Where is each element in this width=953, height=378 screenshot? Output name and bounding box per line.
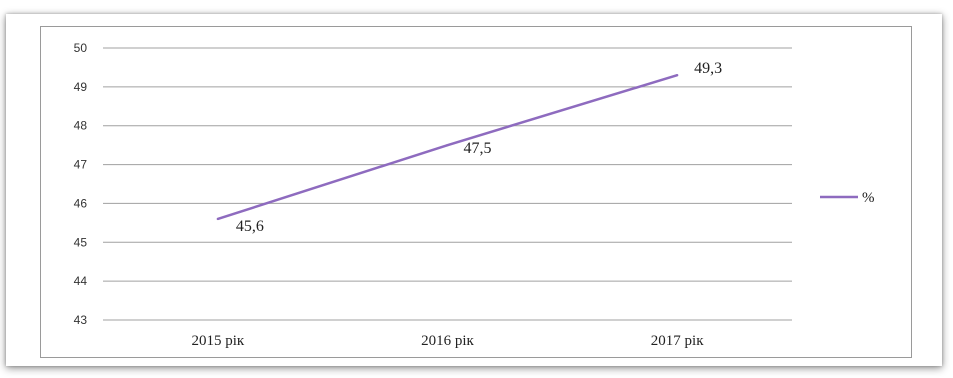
data-labels: 45,6 47,5 49,3 — [236, 60, 722, 235]
gridlines — [103, 47, 792, 321]
y-tick-label: 49 — [74, 80, 88, 94]
data-point — [675, 74, 679, 77]
y-tick-label: 50 — [74, 41, 88, 55]
y-tick-label: 44 — [74, 274, 88, 288]
chart-area — [40, 26, 912, 358]
x-tick-label: 2017 рік — [651, 333, 704, 349]
data-label: 45,6 — [236, 218, 264, 235]
y-tick-label: 43 — [74, 313, 88, 327]
y-tick-label: 48 — [74, 119, 88, 133]
y-tick-label: 47 — [74, 158, 88, 172]
series-group — [216, 74, 679, 221]
data-label: 49,3 — [694, 60, 722, 77]
x-tick-label: 2016 рік — [421, 333, 474, 349]
data-point — [216, 217, 220, 221]
y-tick-label: 45 — [74, 235, 88, 249]
y-axis-ticks: 43 44 45 46 47 48 49 50 — [74, 41, 88, 327]
y-tick-label: 46 — [74, 196, 88, 210]
x-axis-ticks: 2015 рік 2016 рік 2017 рік — [191, 333, 704, 349]
series-line — [217, 74, 678, 221]
data-label: 47,5 — [464, 140, 492, 157]
legend: % — [820, 190, 875, 206]
data-point — [446, 143, 449, 147]
x-tick-label: 2015 рік — [191, 333, 244, 349]
legend-label: % — [862, 190, 875, 206]
